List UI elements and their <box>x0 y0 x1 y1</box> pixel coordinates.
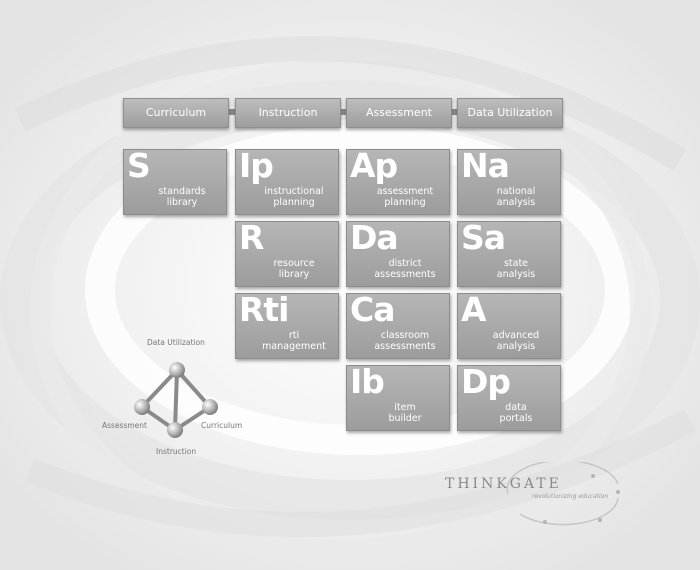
tile-abbreviation: Ap <box>350 146 398 185</box>
tile-abbreviation: Sa <box>461 218 506 257</box>
logo-swoosh <box>506 462 620 526</box>
header-connector <box>452 109 459 115</box>
tile-district-assessments[interactable]: Da district assessments <box>346 218 450 287</box>
diagram-label-instruction: Instruction <box>156 447 197 456</box>
tile-abbreviation: Da <box>350 218 399 257</box>
tile-abbreviation: Ip <box>239 146 274 185</box>
tile-state-analysis[interactable]: Sa state analysis <box>457 218 561 287</box>
diagram-label-assessment: Assessment <box>102 421 147 430</box>
header-assessment-button[interactable]: Assessment <box>346 98 452 128</box>
tile-classroom-assessments[interactable]: Ca classroom assessments <box>346 290 450 359</box>
tile-instructional-planning[interactable]: Ip instructional planning <box>235 146 339 215</box>
tile-abbreviation: Ib <box>350 362 385 401</box>
tile-abbreviation: A <box>461 290 487 329</box>
tile-abbreviation: Ca <box>350 290 395 329</box>
tile-abbreviation: S <box>127 146 151 185</box>
tile-label: district assessments <box>374 258 436 280</box>
tile-abbreviation: R <box>239 218 264 257</box>
tile-abbreviation: Na <box>461 146 510 185</box>
header-curriculum-button[interactable]: Curriculum <box>123 98 229 128</box>
tile-label: data portals <box>499 402 533 424</box>
logo-tagline: revolutionizing education <box>532 493 609 500</box>
diagram-label-curriculum: Curriculum <box>201 421 243 430</box>
tile-label: classroom assessments <box>374 330 436 352</box>
header-connector <box>340 109 347 115</box>
tile-resource-library[interactable]: R resource library <box>235 218 339 287</box>
diagram-label-data-utilization: Data Utilization <box>147 338 205 347</box>
tile-item-builder[interactable]: Ib item builder <box>346 362 450 431</box>
tile-label: advanced analysis <box>492 330 540 352</box>
tile-data-portals[interactable]: Dp data portals <box>457 362 561 431</box>
tile-label: instructional planning <box>264 186 324 208</box>
node-curriculum <box>202 399 218 415</box>
node-data-utilization <box>169 362 185 378</box>
relationship-diagram <box>134 362 218 438</box>
tile-abbreviation: Rti <box>239 290 289 329</box>
header-connector <box>229 109 236 115</box>
tile-standards-library[interactable]: S standards library <box>123 146 227 215</box>
header-instruction-button[interactable]: Instruction <box>235 98 341 128</box>
tile-assessment-planning[interactable]: Ap assessment planning <box>346 146 450 215</box>
logo-wordmark: THINKGATE <box>445 476 562 492</box>
tile-label: item builder <box>388 402 422 424</box>
tile-advanced-analysis[interactable]: A advanced analysis <box>457 290 561 359</box>
header-data-utilization-button[interactable]: Data Utilization <box>457 98 563 128</box>
tile-label: resource library <box>273 258 315 280</box>
tile-label: rti management <box>262 330 326 352</box>
tile-label: national analysis <box>496 186 536 208</box>
node-instruction <box>167 422 183 438</box>
tile-label: standards library <box>158 186 206 208</box>
tile-label: assessment planning <box>376 186 434 208</box>
tile-national-analysis[interactable]: Na national analysis <box>457 146 561 215</box>
tile-rti-management[interactable]: Rti rti management <box>235 290 339 359</box>
tile-abbreviation: Dp <box>461 362 511 401</box>
tile-label: state analysis <box>496 258 536 280</box>
node-assessment <box>134 399 150 415</box>
